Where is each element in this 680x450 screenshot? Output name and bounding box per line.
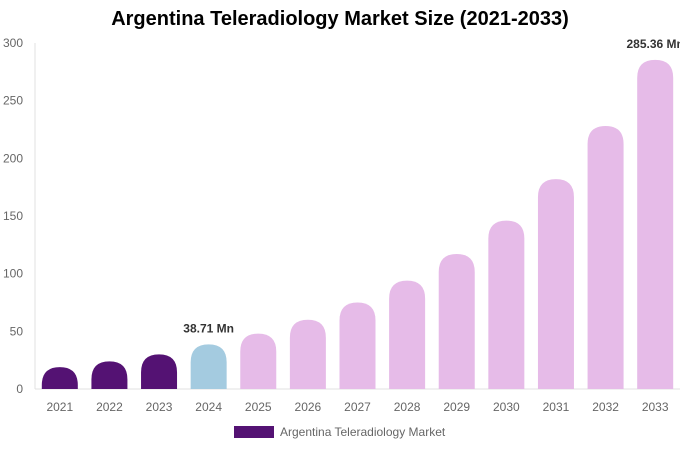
bar-2025 xyxy=(240,333,277,389)
bar-2024 xyxy=(190,344,227,389)
x-tick-label: 2032 xyxy=(592,400,619,414)
legend-swatch xyxy=(234,426,274,438)
bar-2027 xyxy=(339,302,376,389)
bar-2021 xyxy=(41,367,78,389)
bar-2026 xyxy=(289,319,326,389)
x-tick-label: 2033 xyxy=(642,400,669,414)
y-tick-label: 250 xyxy=(3,94,23,108)
y-tick-label: 100 xyxy=(3,267,23,281)
y-tick-label: 0 xyxy=(16,382,23,396)
bar-2032 xyxy=(587,126,624,389)
bar-2029 xyxy=(438,254,475,389)
y-tick-label: 50 xyxy=(10,324,24,338)
x-tick-label: 2028 xyxy=(394,400,421,414)
y-tick-label: 150 xyxy=(3,209,23,223)
legend-label: Argentina Teleradiology Market xyxy=(280,425,446,439)
bar-2030 xyxy=(488,220,525,389)
bar-2022 xyxy=(91,361,128,389)
x-tick-label: 2030 xyxy=(493,400,520,414)
bar-2033 xyxy=(637,59,674,390)
bar-2023 xyxy=(141,354,178,389)
legend[interactable]: Argentina Teleradiology Market xyxy=(234,425,445,439)
chart-title: Argentina Teleradiology Market Size (202… xyxy=(111,8,569,30)
bar-2031 xyxy=(537,179,574,389)
x-tick-label: 2022 xyxy=(96,400,123,414)
x-tick-label: 2023 xyxy=(146,400,173,414)
x-tick-label: 2026 xyxy=(295,400,322,414)
y-tick-label: 300 xyxy=(3,36,23,50)
data-label: 285.36 Mn xyxy=(627,37,680,51)
bar-2028 xyxy=(389,280,426,389)
x-tick-label: 2025 xyxy=(245,400,272,414)
x-tick-label: 2029 xyxy=(443,400,470,414)
y-tick-label: 200 xyxy=(3,151,23,165)
data-label: 38.71 Mn xyxy=(183,321,234,335)
x-tick-label: 2027 xyxy=(344,400,371,414)
x-tick-label: 2024 xyxy=(195,400,222,414)
x-tick-label: 2021 xyxy=(46,400,73,414)
x-tick-label: 2031 xyxy=(543,400,570,414)
